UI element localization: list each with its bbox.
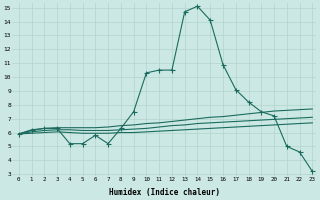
X-axis label: Humidex (Indice chaleur): Humidex (Indice chaleur)	[109, 188, 220, 197]
